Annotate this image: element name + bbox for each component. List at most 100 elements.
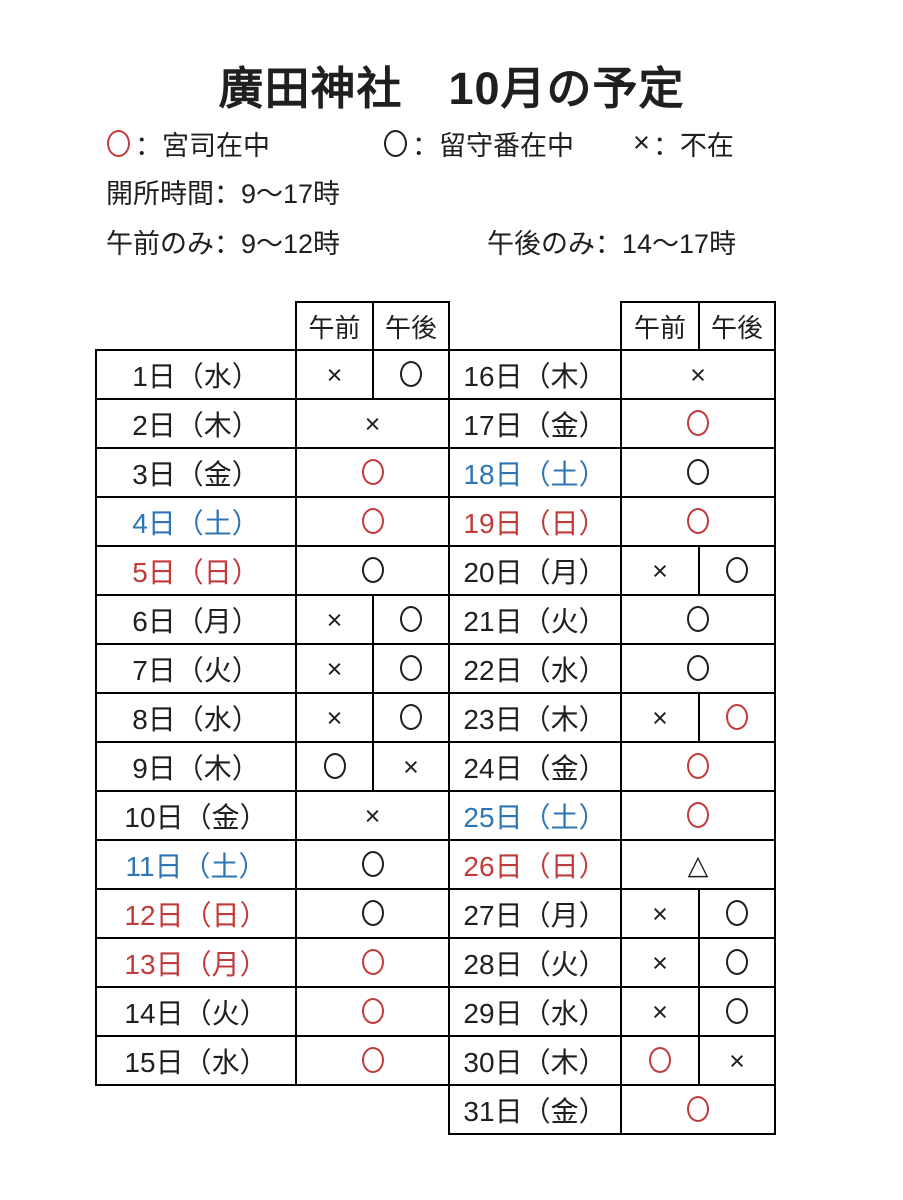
day-cell: 1日（水） (95, 349, 297, 400)
pm-cell (698, 545, 776, 596)
ampm-cell (295, 447, 450, 498)
day-cell: 14日（火） (95, 986, 297, 1037)
day-cell: 16日（木） (448, 349, 622, 400)
day-cell: 19日（日） (448, 496, 622, 547)
am-cell: × (620, 692, 700, 743)
day-cell: 13日（月） (95, 937, 297, 988)
table-row: 12日（日） (95, 888, 450, 939)
day-cell: 18日（土） (448, 447, 622, 498)
table-row: 14日（火） (95, 986, 450, 1037)
col-header-pm: 午後 (698, 301, 776, 351)
legend-item-priest: ：宮司在中 (107, 124, 270, 163)
left-schedule-table: 午前 午後 1日（水） × 2日（木） × 3日（金） 4日（土） 5日（日） 6日（月） × 7… (95, 301, 450, 1086)
red-circle-symbol (649, 1046, 671, 1073)
am-cell: × (295, 692, 374, 743)
am-cell: × (620, 937, 700, 988)
table-row: 9日（木） × (95, 741, 450, 792)
ampm-cell (295, 986, 450, 1037)
page-title: 廣田神社 10月の予定 (218, 63, 685, 114)
table-row: 24日（金） (448, 741, 776, 792)
black-circle-symbol (687, 605, 709, 632)
day-cell: 27日（月） (448, 888, 622, 939)
day-cell: 29日（水） (448, 986, 622, 1037)
table-row: 4日（土） (95, 496, 450, 547)
x-symbol: × (364, 800, 381, 831)
x-symbol: × (652, 555, 668, 586)
table-row: 6日（月） × (95, 594, 450, 645)
pm-cell (372, 643, 450, 694)
ampm-cell (620, 496, 776, 547)
ampm-cell (295, 839, 450, 890)
table-row: 22日（水） (448, 643, 776, 694)
x-symbol: × (652, 702, 668, 733)
day-cell: 12日（日） (95, 888, 297, 939)
morning-only-hours-text: 午前のみ：9〜12時 (106, 229, 341, 259)
black-circle-symbol (687, 654, 709, 681)
pm-cell (698, 888, 776, 939)
ampm-cell (295, 888, 450, 939)
black-circle-symbol (361, 556, 384, 583)
black-circle-symbol (726, 899, 748, 926)
header-spacer (449, 302, 621, 350)
red-circle-symbol (361, 1046, 384, 1073)
day-cell: 22日（水） (448, 643, 622, 694)
ampm-cell (620, 594, 776, 645)
triangle-symbol: △ (687, 849, 709, 880)
am-cell: × (295, 594, 374, 645)
table-row: 5日（日） (95, 545, 450, 596)
day-cell: 31日（金） (448, 1084, 622, 1135)
day-cell: 23日（木） (448, 692, 622, 743)
day-cell: 20日（月） (448, 545, 622, 596)
table-row: 21日（火） (448, 594, 776, 645)
day-cell: 7日（火） (95, 643, 297, 694)
black-circle-symbol (400, 360, 422, 387)
table-row: 11日（土） (95, 839, 450, 890)
legend-item-caretaker: ：留守番在中 (384, 124, 574, 163)
legend-label: ：宮司在中 (135, 131, 270, 161)
day-cell: 17日（金） (448, 398, 622, 449)
table-row: 1日（水） × (95, 349, 450, 400)
black-circle-symbol (726, 997, 748, 1024)
red-circle-symbol (361, 948, 384, 975)
ampm-cell: × (620, 349, 776, 400)
am-cell: × (620, 888, 700, 939)
table-row: 18日（土） (448, 447, 776, 498)
header-row: 午前 午後 (96, 301, 450, 351)
red-circle-symbol (687, 801, 709, 828)
day-cell: 4日（土） (95, 496, 297, 547)
x-symbol: × (326, 604, 343, 635)
pm-cell: × (372, 741, 450, 792)
x-symbol: × (652, 996, 668, 1027)
day-cell: 24日（金） (448, 741, 622, 792)
x-icon: × (633, 127, 650, 159)
day-cell: 8日（水） (95, 692, 297, 743)
pm-cell (372, 692, 450, 743)
ampm-cell: △ (620, 839, 776, 890)
pm-cell: × (698, 1035, 776, 1086)
legend-label: ：留守番在中 (412, 131, 574, 161)
am-cell (620, 1035, 700, 1086)
table-row: 30日（木） × (448, 1035, 776, 1086)
day-cell: 26日（日） (448, 839, 622, 890)
day-cell: 2日（木） (95, 398, 297, 449)
red-circle-symbol (687, 752, 709, 779)
ampm-cell (620, 398, 776, 449)
x-symbol: × (652, 898, 668, 929)
ampm-cell (295, 1035, 450, 1086)
x-symbol: × (403, 751, 419, 782)
ampm-cell: × (295, 398, 450, 449)
afternoon-only-hours-text: 午後のみ：14〜17時 (487, 229, 737, 259)
legend: ：宮司在中 ：留守番在中 × ：不在 (0, 124, 903, 164)
legend-item-absent: × ：不在 (633, 124, 734, 163)
ampm-cell (295, 496, 450, 547)
day-cell: 15日（水） (95, 1035, 297, 1086)
ampm-cell (620, 741, 776, 792)
day-cell: 6日（月） (95, 594, 297, 645)
x-symbol: × (326, 653, 343, 684)
table-row: 23日（木） × (448, 692, 776, 743)
pm-cell (698, 692, 776, 743)
ampm-cell (295, 545, 450, 596)
ampm-cell (620, 447, 776, 498)
table-row: 17日（金） (448, 398, 776, 449)
